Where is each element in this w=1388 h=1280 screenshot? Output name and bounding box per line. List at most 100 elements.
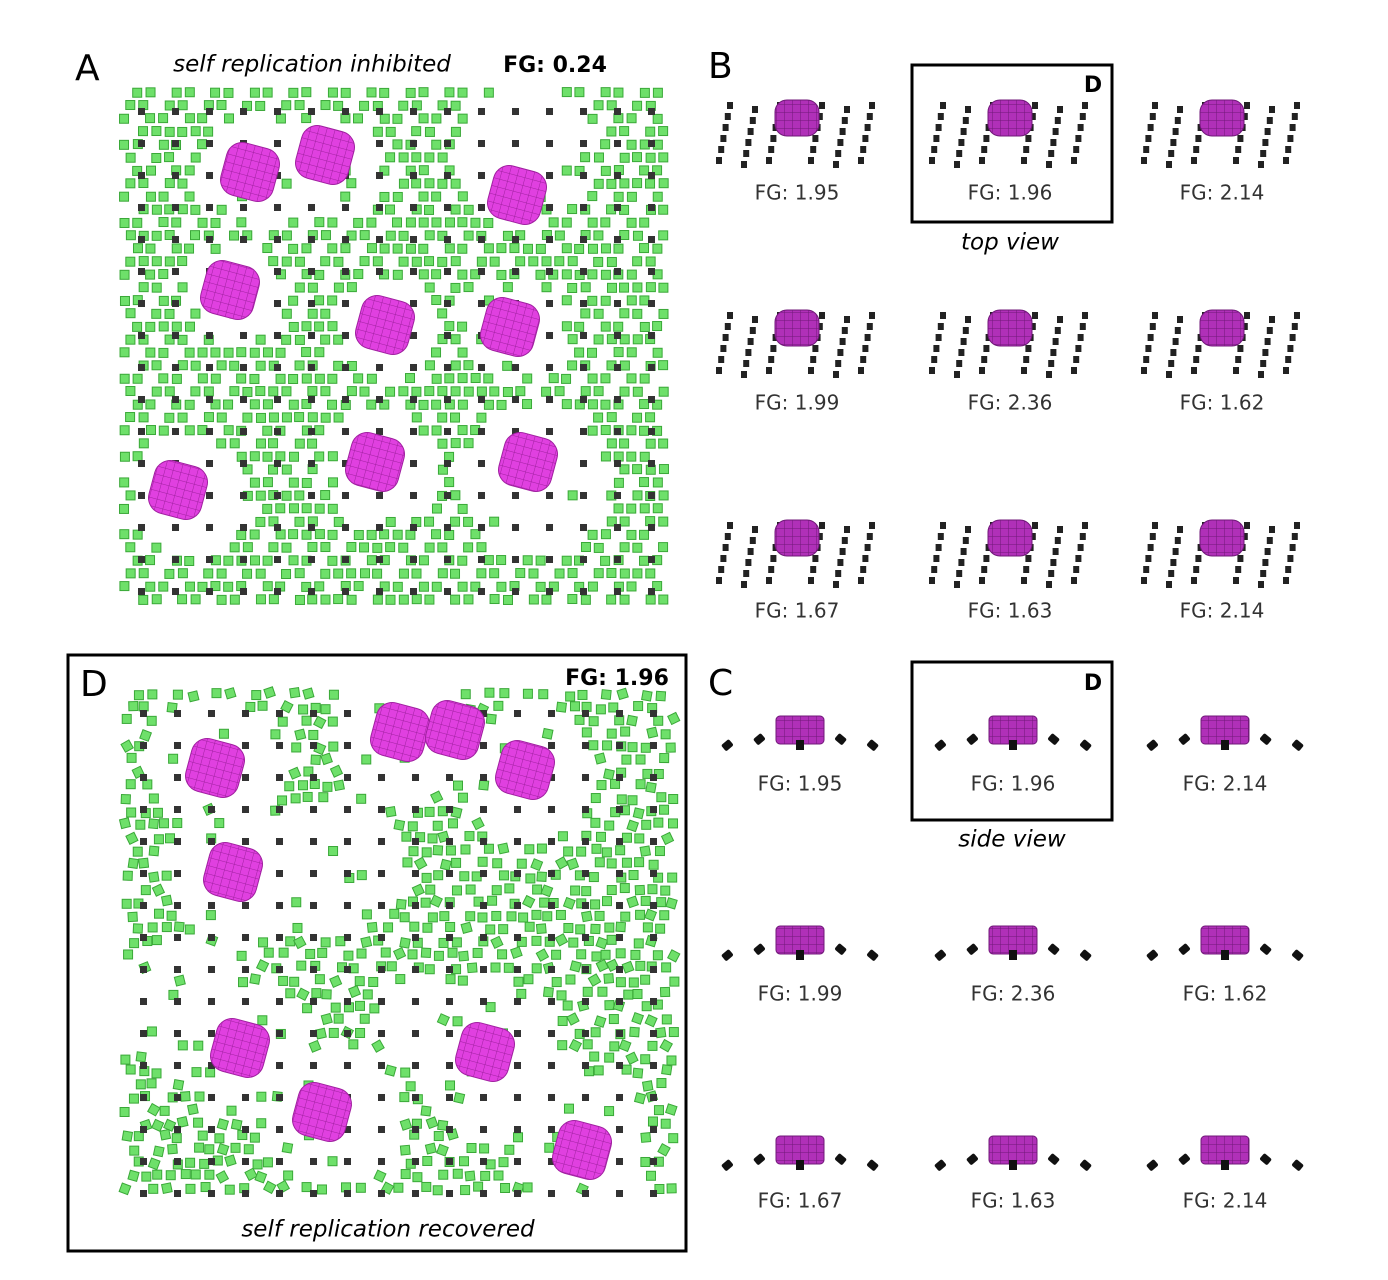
green-cube [398,568,409,579]
black-cube [718,146,725,153]
magenta-blob [987,99,1033,137]
green-cube [418,113,429,124]
green-cube [132,321,143,332]
black-cube [718,566,725,573]
green-cube [600,321,611,332]
green-cube [203,412,214,423]
green-cube [294,334,305,345]
green-cube [632,334,643,345]
green-cube [561,87,572,98]
green-cube [268,594,279,605]
green-cube [631,1012,645,1025]
green-cube [600,87,611,98]
green-cube [660,885,671,896]
green-cube [289,976,300,987]
green-cube [619,516,630,527]
black-cube [1178,1153,1190,1165]
green-cube [640,1132,652,1143]
black-cube [833,371,839,378]
green-cube [281,334,292,345]
magenta-blob [148,460,208,520]
black-cube [274,364,281,371]
black-cube [580,236,587,243]
green-cube [496,581,507,592]
black-cube [727,522,733,529]
green-cube [660,831,675,846]
black-cube [242,742,249,749]
green-cube [262,243,273,254]
black-cube [770,345,777,352]
green-cube [427,833,438,844]
black-cube [378,1094,385,1101]
fg-value: FG: 1.95 [755,181,840,205]
black-cube [1177,526,1183,533]
black-cube [979,367,985,374]
green-cube [359,568,370,579]
green-cube [119,191,130,202]
green-cube [540,884,554,898]
green-cube [640,1054,651,1065]
green-cube [252,1159,263,1170]
green-cube [281,256,292,267]
green-cube [606,594,617,605]
black-cube [1170,349,1177,356]
green-cube [421,1181,432,1192]
green-cube [171,87,182,98]
green-cube [346,568,357,579]
fg-value: FG: 1.63 [968,599,1053,623]
black-cube [1235,146,1242,153]
green-cube [640,742,651,753]
black-cube [378,870,385,877]
green-cube [262,399,273,410]
black-cube [716,577,722,584]
black-cube [172,268,179,275]
green-cube [125,542,136,553]
green-cube [275,347,286,358]
black-cube [1289,334,1296,341]
green-cube [411,152,422,163]
black-cube [1029,323,1036,330]
black-cube [1071,367,1077,374]
green-cube [556,990,567,1001]
fg-value: FG: 2.14 [1183,1189,1268,1213]
black-cube [342,492,349,499]
green-cube [184,425,195,436]
magenta-blob [988,1135,1038,1165]
black-cube [864,124,871,131]
black-cube [140,774,147,781]
green-cube [151,1118,165,1133]
green-cube [576,846,587,857]
green-cube [132,87,143,98]
green-cube [340,191,351,202]
black-cube [206,204,213,211]
green-cube [294,412,305,423]
green-cube [444,243,455,254]
green-cube [372,594,383,605]
green-cube [595,704,606,715]
black-cube [140,1030,147,1037]
green-cube [565,974,576,985]
green-cube [308,729,319,740]
magenta-blob [203,842,263,902]
black-cube [514,838,521,845]
green-cube [353,581,364,592]
green-cube [580,308,591,319]
green-cube [320,412,331,423]
green-cube [593,1065,604,1076]
black-cube [616,710,623,717]
black-cube [342,236,349,243]
black-cube [308,556,315,563]
green-cube [626,581,637,592]
green-cube [289,687,301,699]
green-cube [613,477,624,488]
green-cube [569,960,582,973]
black-cube [650,806,657,813]
green-cube [163,1118,177,1132]
black-cube [1174,117,1181,124]
green-cube [321,989,332,1000]
green-cube [513,976,524,987]
green-cube [648,859,659,870]
green-cube [281,568,292,579]
black-cube [548,998,555,1005]
green-cube [366,243,377,254]
